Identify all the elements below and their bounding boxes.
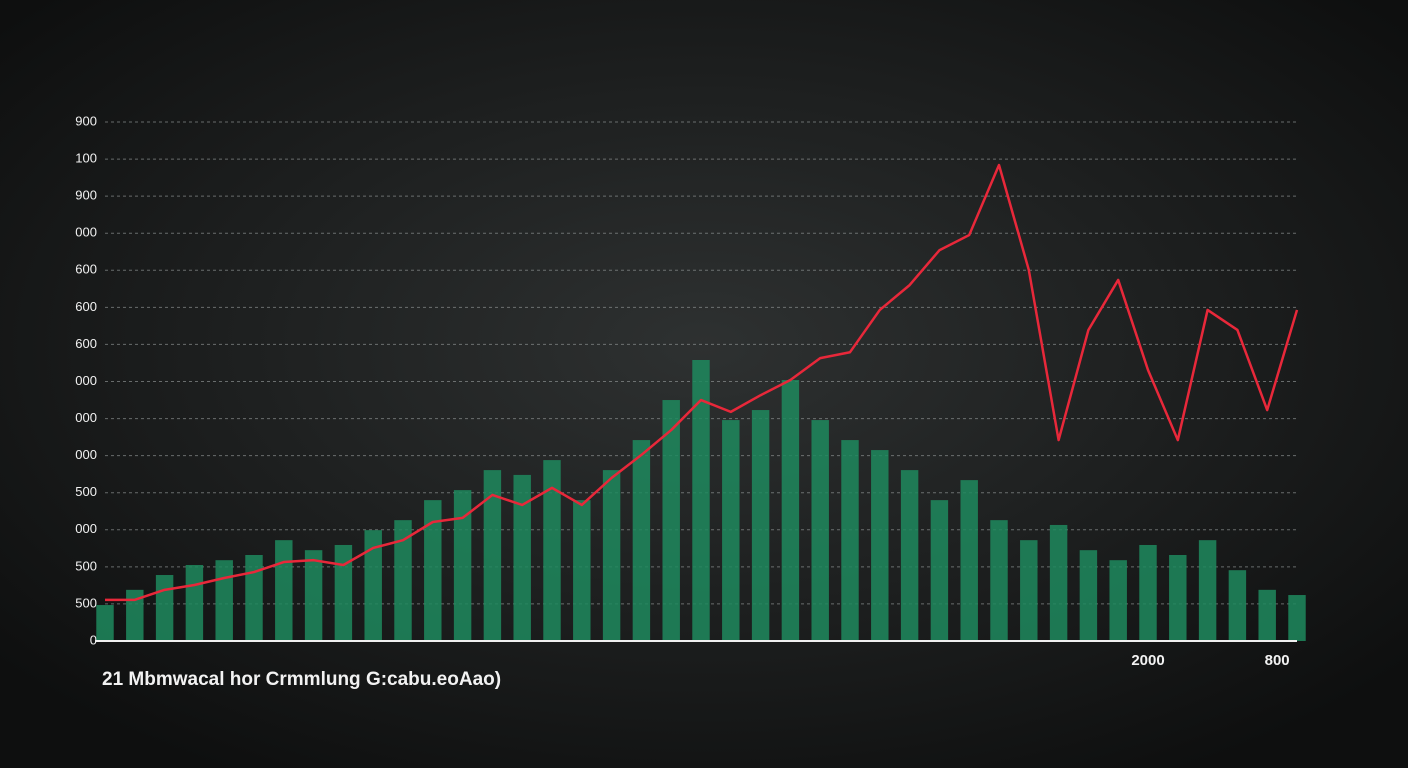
- y-tick-label: 900: [75, 188, 97, 203]
- volume-bar: [692, 359, 710, 641]
- volume-bar: [483, 470, 502, 641]
- price-line: [105, 163, 1299, 602]
- volume-bar: [364, 530, 382, 641]
- volume-bar: [990, 520, 1008, 641]
- volume-bar: [453, 490, 472, 641]
- volume-bar: [811, 420, 829, 641]
- volume-bar: [424, 500, 442, 641]
- volume-bar: [245, 554, 263, 641]
- volume-bar: [1079, 550, 1098, 641]
- volume-bar: [722, 420, 740, 641]
- y-tick-label: 600: [75, 336, 97, 351]
- volume-bar: [871, 450, 889, 641]
- volume-bar: [155, 575, 174, 641]
- volume-bar: [513, 474, 531, 641]
- volume-bar: [304, 550, 323, 641]
- y-tick-label: 000: [75, 373, 97, 388]
- volume-bar: [1020, 540, 1038, 641]
- y-tick-label: 600: [75, 299, 97, 314]
- volume-bar: [1169, 554, 1187, 641]
- volume-bar: [1228, 570, 1247, 641]
- volume-bar: [1109, 560, 1127, 641]
- y-tick-label: 000: [75, 521, 97, 536]
- volume-bar: [185, 565, 204, 641]
- volume-bar: [930, 500, 949, 641]
- y-tick-label: 000: [75, 447, 97, 462]
- x-tick-label: 800: [1265, 652, 1290, 669]
- volume-bar: [215, 560, 233, 641]
- y-tick-label: 500: [75, 558, 97, 573]
- y-tick-label: 0: [90, 632, 97, 647]
- volume-bar: [573, 500, 591, 641]
- y-tick-label: 000: [75, 410, 97, 425]
- volume-bar: [543, 460, 561, 641]
- y-tick-label: 500: [75, 484, 97, 499]
- volume-bar: [632, 440, 651, 641]
- volume-bar: [275, 540, 293, 641]
- volume-bar: [960, 480, 978, 641]
- volume-bar: [1258, 589, 1276, 641]
- chart-note: 21 Mbmwacal hor Crmmlung G:cabu.eoAao): [102, 669, 501, 690]
- volume-bar: [394, 520, 412, 641]
- y-tick-label: 100: [75, 151, 97, 166]
- y-tick-label: 900: [75, 113, 97, 128]
- volume-bar: [1198, 540, 1217, 641]
- x-tick-label: 2000: [1131, 652, 1164, 669]
- volume-bar: [1288, 595, 1306, 641]
- volume-bar: [96, 605, 114, 641]
- volume-bar: [602, 470, 621, 641]
- volume-bar: [334, 544, 353, 641]
- volume-bar: [1049, 524, 1068, 641]
- y-tick-label: 500: [75, 595, 97, 610]
- volume-bar: [841, 440, 859, 641]
- volume-bar: [662, 400, 680, 641]
- volume-bar: [781, 380, 800, 641]
- volume-bar: [126, 589, 144, 641]
- y-tick-label: 600: [75, 262, 97, 277]
- volume-bar: [751, 410, 770, 641]
- volume-bar: [1139, 544, 1157, 641]
- y-tick-label: 000: [75, 225, 97, 240]
- volume-bar: [900, 470, 919, 641]
